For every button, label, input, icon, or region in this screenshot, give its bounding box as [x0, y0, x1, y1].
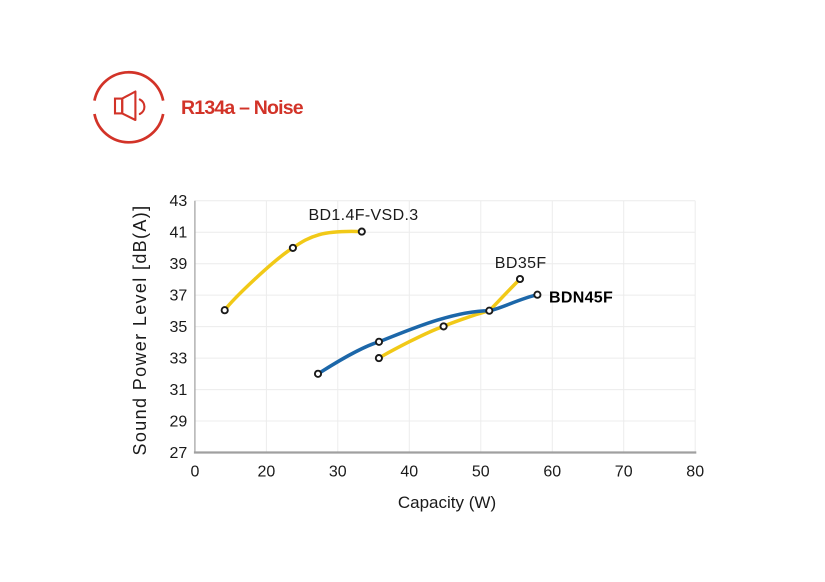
svg-text:33: 33 [170, 351, 188, 368]
svg-text:80: 80 [686, 463, 704, 480]
svg-text:Capacity (W): Capacity (W) [398, 493, 496, 512]
svg-text:31: 31 [170, 382, 188, 399]
svg-text:37: 37 [170, 288, 188, 305]
svg-text:70: 70 [615, 463, 633, 480]
svg-text:29: 29 [170, 414, 188, 431]
svg-text:Sound Power Level [dB(A)]: Sound Power Level [dB(A)] [130, 205, 150, 456]
svg-text:BDN45F: BDN45F [549, 289, 613, 306]
svg-text:35: 35 [170, 319, 188, 336]
svg-text:27: 27 [170, 445, 188, 462]
svg-text:40: 40 [400, 463, 418, 480]
svg-text:0: 0 [190, 463, 199, 480]
svg-text:20: 20 [258, 463, 276, 480]
svg-text:R134a – Noise: R134a – Noise [181, 97, 304, 119]
svg-text:39: 39 [170, 256, 188, 273]
svg-text:41: 41 [170, 225, 188, 242]
svg-text:BD35F: BD35F [495, 255, 547, 272]
svg-text:43: 43 [170, 193, 188, 210]
svg-text:BD1.4F-VSD.3: BD1.4F-VSD.3 [309, 207, 419, 224]
svg-text:60: 60 [543, 463, 561, 480]
svg-text:30: 30 [329, 463, 347, 480]
svg-text:50: 50 [472, 463, 490, 480]
